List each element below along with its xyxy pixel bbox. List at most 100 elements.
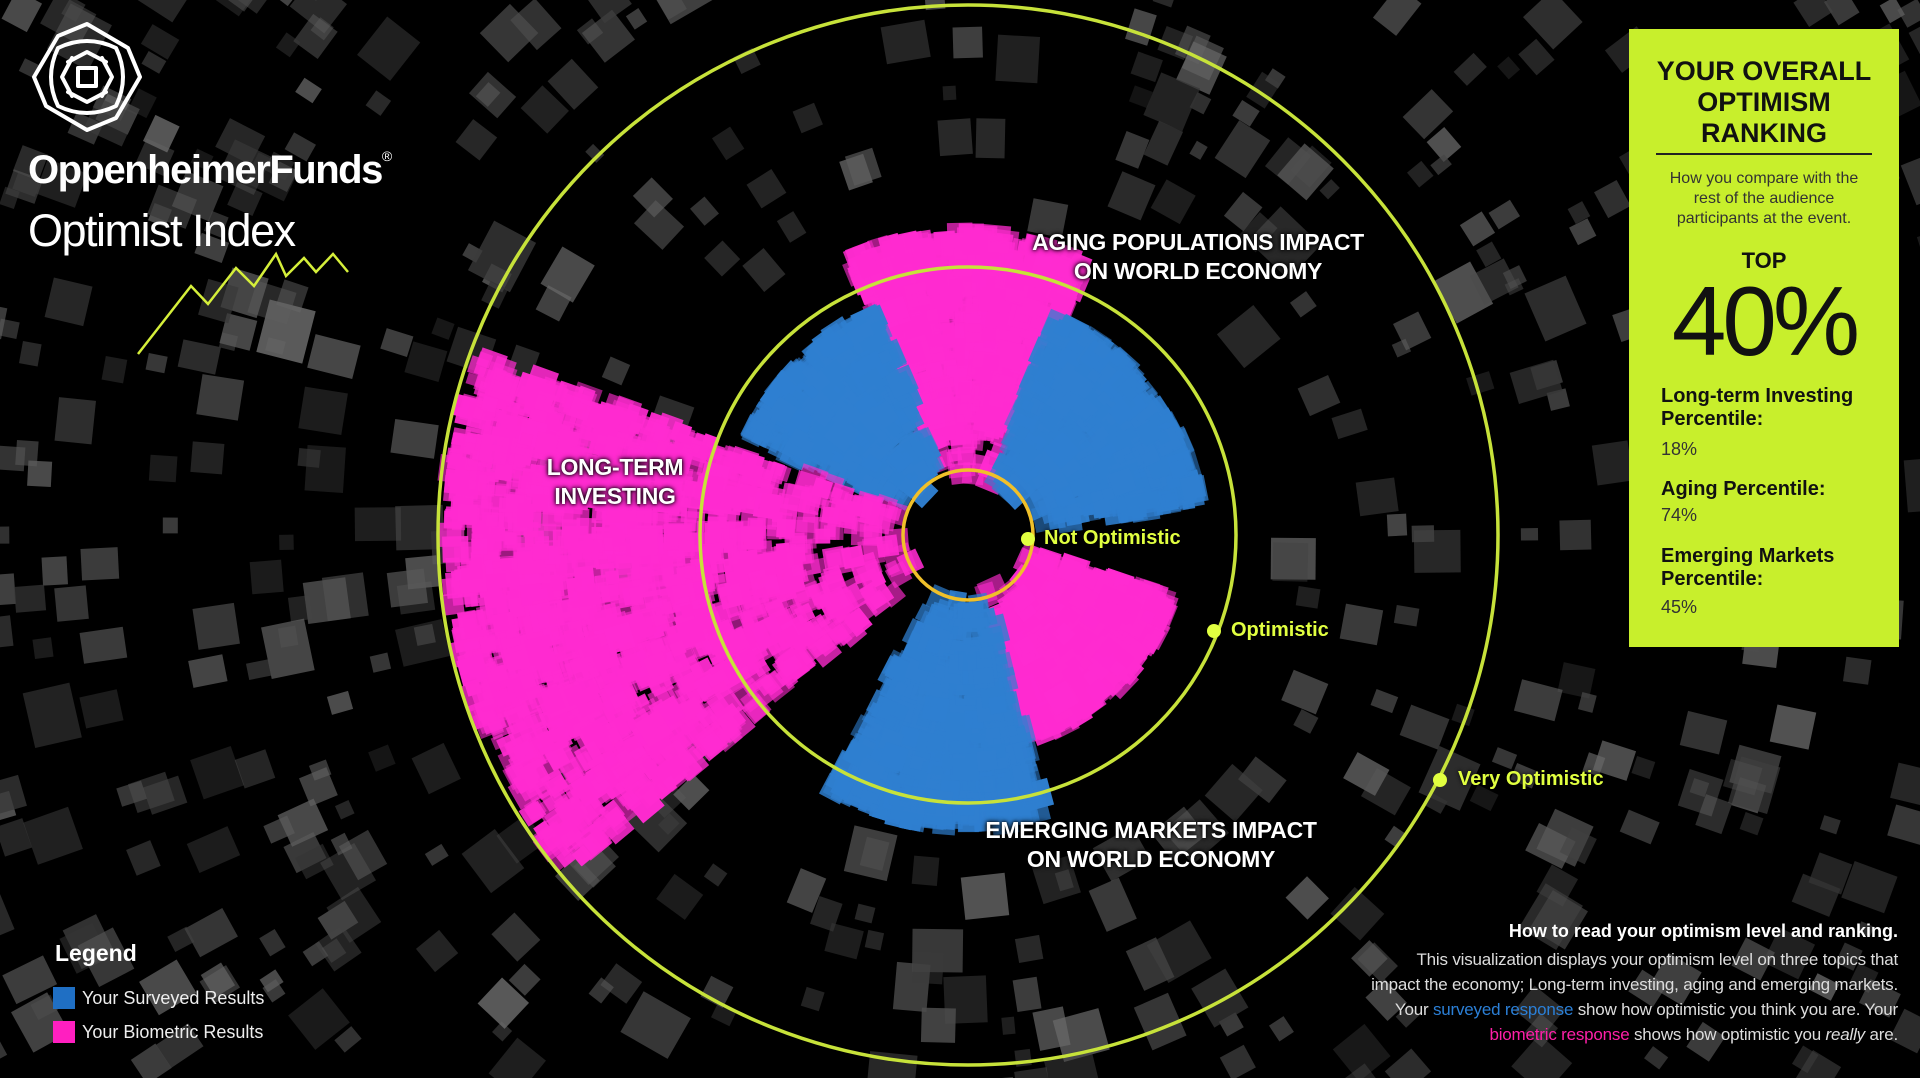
- background-square: [415, 929, 459, 973]
- background-square: [1808, 852, 1853, 895]
- background-square: [746, 169, 787, 209]
- result-sectors: [437, 222, 1209, 873]
- background-square: [268, 161, 298, 193]
- background-square: [1411, 525, 1435, 543]
- background-square: [461, 828, 525, 894]
- background-square: [1339, 603, 1384, 646]
- sector-square-1: [1109, 496, 1128, 515]
- background-square: [54, 397, 96, 445]
- background-square: [22, 682, 82, 749]
- background-square: [1150, 179, 1196, 225]
- sector-square-3: [831, 503, 855, 527]
- background-square: [0, 526, 10, 544]
- background-square: [1677, 768, 1724, 817]
- background-square: [148, 454, 178, 483]
- background-square: [942, 85, 957, 101]
- background-square: [1125, 937, 1175, 991]
- background-square: [1769, 704, 1817, 750]
- background-square: [467, 220, 537, 293]
- background-square: [1372, 0, 1422, 36]
- background-square: [1739, 811, 1764, 836]
- background-square: [1592, 740, 1637, 781]
- background-square: [289, 0, 347, 34]
- sector-square-1: [1179, 473, 1207, 501]
- background-square: [219, 313, 258, 351]
- sector-square-3: [740, 526, 764, 550]
- background-square: [1524, 1013, 1559, 1048]
- background-square: [1054, 869, 1074, 892]
- background-square: [326, 886, 382, 943]
- background-square: [1518, 38, 1555, 76]
- background-square: [1393, 311, 1432, 351]
- sector-square-3: [446, 521, 465, 539]
- background-square: [256, 299, 316, 364]
- background-square: [1887, 804, 1920, 848]
- background-square: [776, 211, 807, 243]
- sector-square-3: [535, 599, 566, 630]
- sector-square-0: [912, 238, 937, 264]
- sector-square-1: [1136, 490, 1161, 515]
- background-square: [1567, 201, 1591, 225]
- background-square: [1525, 822, 1576, 869]
- background-square: [46, 3, 112, 71]
- sector-square-3: [661, 556, 674, 568]
- background-square: [1163, 799, 1230, 865]
- background-square: [0, 445, 26, 472]
- background-square: [633, 200, 685, 250]
- background-square: [184, 907, 238, 958]
- sector-square-0: [941, 321, 955, 335]
- background-square: [234, 749, 276, 789]
- background-square: [1277, 143, 1334, 201]
- sector-square-0: [946, 449, 976, 479]
- background-square: [80, 547, 120, 581]
- background-square: [547, 58, 599, 110]
- sector-square-3: [443, 474, 472, 503]
- background-square: [1879, 0, 1905, 24]
- background-square: [302, 577, 351, 625]
- background-square: [40, 0, 97, 46]
- background-square: [1559, 519, 1592, 551]
- background-square: [1399, 704, 1450, 750]
- sector-square-3: [457, 503, 478, 525]
- background-square: [1809, 973, 1840, 1001]
- background-square: [1343, 752, 1390, 796]
- background-square: [288, 988, 350, 1050]
- background-square: [577, 0, 632, 24]
- background-square: [287, 595, 313, 622]
- sector-square-3: [583, 542, 600, 559]
- background-square: [1281, 669, 1329, 715]
- background-square: [44, 277, 93, 327]
- background-square: [1497, 56, 1521, 80]
- background-square: [259, 969, 284, 993]
- background-square: [145, 352, 168, 374]
- background-square: [733, 47, 761, 75]
- background-square: [864, 929, 885, 951]
- background-square: [1426, 127, 1462, 162]
- background-square: [299, 767, 338, 807]
- background-square: [554, 855, 600, 901]
- background-square: [326, 690, 354, 715]
- background-square: [1128, 85, 1153, 109]
- background-square: [186, 826, 241, 873]
- background-square: [1890, 762, 1920, 807]
- background-square: [116, 780, 147, 807]
- background-square: [1297, 375, 1341, 417]
- background-square: [700, 975, 734, 1008]
- background-square: [1216, 304, 1281, 369]
- background-square: [171, 170, 224, 222]
- background-square: [1214, 120, 1271, 179]
- background-square: [18, 341, 42, 367]
- background-square: [79, 626, 128, 664]
- background-square: [162, 517, 178, 534]
- background-square: [824, 922, 864, 960]
- background-square: [1012, 976, 1042, 1013]
- background-square: [792, 102, 823, 134]
- background-square: [132, 0, 203, 23]
- background-square: [413, 623, 436, 646]
- background-square: [656, 873, 704, 920]
- background-square: [101, 356, 128, 384]
- background-square: [192, 602, 240, 650]
- sector-square-3: [678, 540, 696, 557]
- background-square: [1731, 937, 1775, 981]
- background-square: [673, 774, 710, 811]
